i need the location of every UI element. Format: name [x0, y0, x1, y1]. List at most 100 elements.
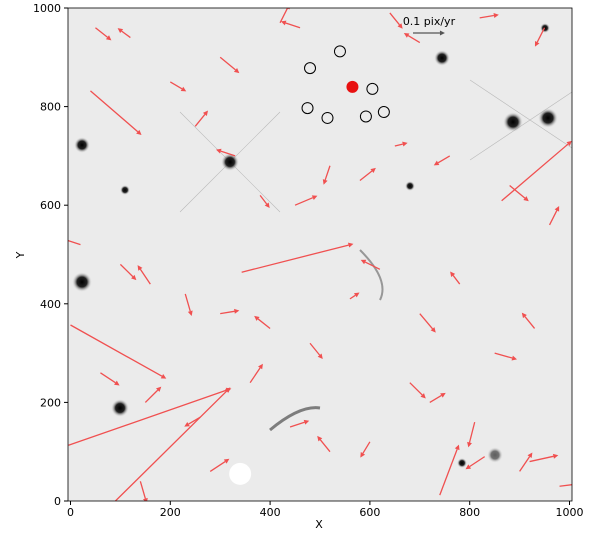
arrow-head — [233, 67, 240, 74]
arrow — [254, 315, 271, 329]
arrow — [501, 140, 572, 202]
arrow — [349, 292, 360, 300]
x-tick-label: 400 — [260, 506, 281, 519]
arrow-shaft — [494, 352, 513, 359]
plot-frame — [67, 7, 573, 502]
arrow-head — [360, 259, 367, 265]
arrow-shaft — [559, 484, 572, 487]
arrow-shaft — [139, 481, 146, 499]
arrow-head — [450, 271, 456, 277]
arrow-head — [360, 452, 366, 458]
stars — [72, 23, 572, 468]
key-arrow-head — [439, 30, 445, 36]
arrow-head — [156, 386, 162, 392]
arrow — [529, 453, 559, 463]
arrow-shaft — [429, 394, 442, 403]
arrow-shaft — [139, 268, 151, 285]
arrow-head — [347, 242, 354, 248]
arrow — [521, 312, 536, 329]
arrow — [249, 363, 263, 384]
arrow — [439, 444, 460, 496]
arrow — [309, 342, 323, 360]
arrow-shaft — [68, 389, 227, 446]
arrow — [559, 484, 572, 487]
arrow — [359, 167, 376, 182]
arrow-head — [184, 421, 190, 427]
arrow-head — [142, 497, 148, 501]
x-tick-label: 200 — [160, 506, 181, 519]
arrow — [534, 27, 546, 47]
highlight-point — [346, 80, 359, 93]
marker-circle — [359, 110, 372, 123]
arrow-shaft — [184, 293, 191, 312]
arrow — [509, 184, 529, 202]
arrow-shaft — [241, 244, 349, 273]
y-tick-label: 400 — [40, 298, 61, 311]
marker-circle — [321, 111, 334, 124]
x-tick-label: 0 — [67, 506, 74, 519]
arrow-shaft — [90, 90, 139, 133]
arrow — [450, 271, 461, 285]
arrow-head — [264, 202, 270, 208]
arrow-shaft — [294, 197, 314, 206]
arrow — [144, 386, 162, 403]
arrow — [317, 435, 331, 453]
arrow-head — [311, 195, 318, 200]
arrow-shaft — [319, 439, 331, 453]
arrow-head — [137, 265, 143, 271]
arrow-head — [534, 41, 540, 47]
arrow-head — [303, 419, 310, 425]
arrow-shaft — [324, 165, 331, 181]
arrow-shaft — [119, 263, 134, 278]
arrow — [389, 12, 403, 29]
key-arrow — [413, 30, 445, 36]
arrow-head — [523, 196, 529, 202]
arrow-head — [440, 392, 446, 398]
arrow-head — [202, 110, 209, 117]
arrow — [114, 387, 231, 501]
marker-circle — [333, 45, 346, 58]
y-axis-label: Y — [14, 251, 27, 259]
arrow — [419, 313, 436, 333]
arrow — [360, 259, 381, 270]
marker-circle — [304, 62, 317, 75]
arrow-shaft — [279, 8, 288, 24]
arrow-head — [225, 387, 231, 393]
arrow — [184, 416, 201, 427]
masked-region — [229, 462, 252, 485]
arrow-head — [511, 355, 518, 361]
arrow-shaft — [194, 114, 206, 127]
arrow-shaft — [509, 184, 526, 199]
arrow-head — [403, 33, 410, 38]
y-tick-label: 0 — [54, 495, 61, 508]
arrow — [409, 382, 426, 399]
arrow-shaft — [100, 372, 116, 384]
arrow — [194, 110, 209, 127]
arrow-head — [322, 179, 328, 185]
arrow-head — [527, 452, 533, 459]
arrow-head — [117, 28, 124, 34]
arrow — [68, 239, 81, 246]
arrow-head — [566, 140, 572, 146]
arrow — [139, 481, 148, 501]
arrow-head — [552, 453, 559, 459]
arrow-head — [433, 160, 440, 166]
plot-area — [68, 8, 572, 501]
arrow-shaft — [419, 313, 434, 330]
arrow-head — [114, 380, 120, 386]
arrow — [403, 33, 421, 44]
arrow — [259, 194, 270, 208]
arrow-shaft — [289, 421, 305, 428]
arrow-shaft — [439, 449, 458, 496]
arrow-head — [454, 444, 460, 451]
arrow-shaft — [437, 155, 451, 164]
arrow-head — [131, 274, 137, 281]
arrow-head — [554, 205, 560, 212]
arrow-head — [353, 292, 360, 298]
arrow-head — [420, 393, 426, 399]
arrow-head — [223, 458, 230, 464]
arrow — [294, 195, 318, 206]
arrow-head — [180, 86, 187, 92]
arrow-shaft — [259, 194, 268, 205]
arrow-shaft — [219, 56, 236, 71]
